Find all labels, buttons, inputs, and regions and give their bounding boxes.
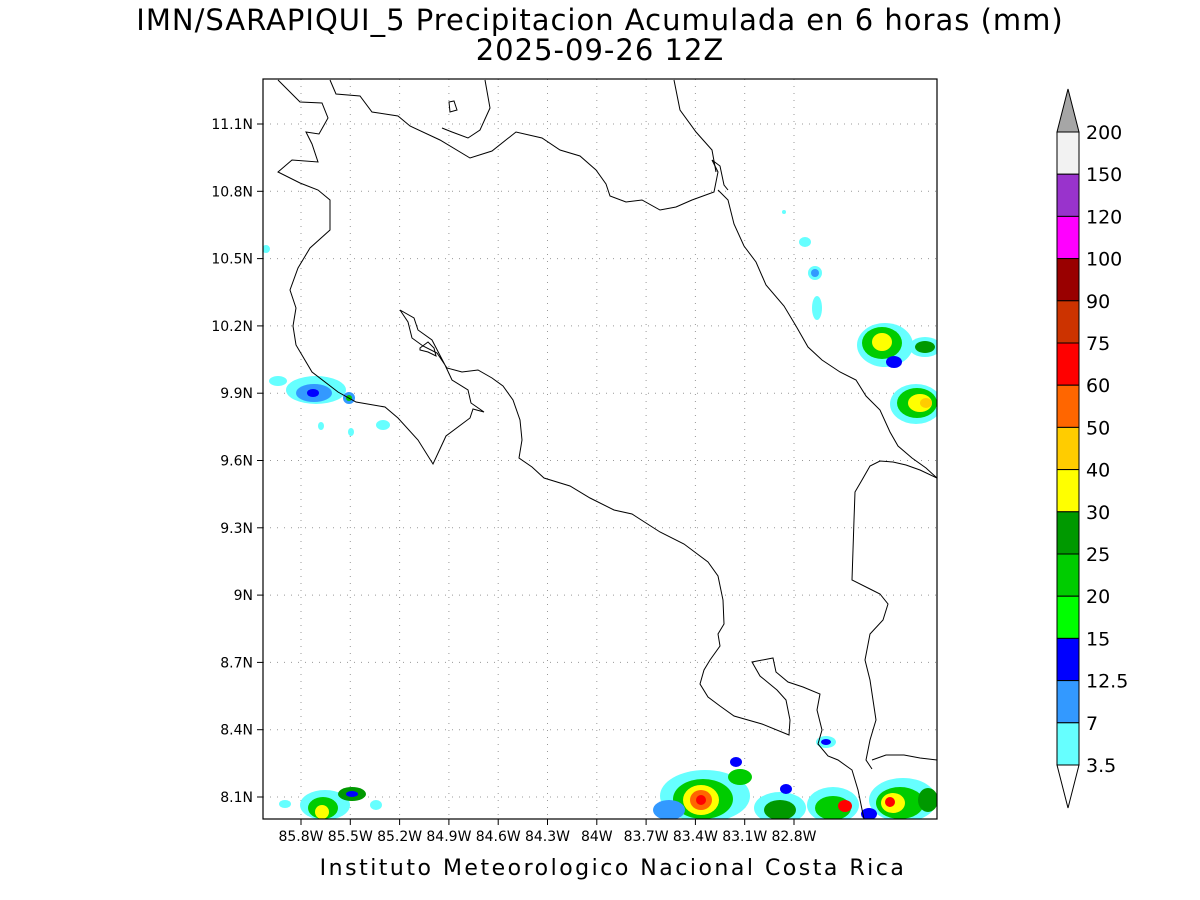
rain-cell <box>376 420 390 430</box>
colorbar-label: 60 <box>1086 375 1110 397</box>
colorbar-label: 20 <box>1086 586 1110 608</box>
lat-label: 8.4N <box>220 723 253 739</box>
rain-cell <box>812 296 822 320</box>
lat-label: 9.9N <box>220 386 253 402</box>
colorbar-label: 100 <box>1086 249 1122 271</box>
rain-cell <box>782 210 786 214</box>
rain-cell <box>915 341 935 353</box>
rain-cell <box>279 800 291 808</box>
rain-cell <box>799 237 811 247</box>
colorbar-label: 75 <box>1086 333 1110 355</box>
colorbar-segment <box>1056 173 1080 217</box>
colorbar-label: 30 <box>1086 502 1110 524</box>
colorbar-segment <box>1056 300 1080 344</box>
colorbar-segment <box>1056 384 1080 428</box>
rain-cell <box>918 788 937 812</box>
lat-label: 11.1N <box>211 117 253 133</box>
rain-cell <box>346 791 358 797</box>
colorbar-segment <box>1056 215 1080 260</box>
rain-cell <box>764 800 796 819</box>
colorbar-segment <box>1056 680 1080 724</box>
rain-cell <box>821 739 831 745</box>
colorbar-label: 90 <box>1086 291 1110 313</box>
rain-cell <box>728 769 752 785</box>
lon-label: 84.9W <box>426 829 471 845</box>
colorbar-segment <box>1056 637 1080 682</box>
lon-label: 83.7W <box>624 829 669 845</box>
colorbar-segment <box>1056 595 1080 639</box>
map-title: IMN/SARAPIQUI_5 Precipitacion Acumulada … <box>136 3 1064 37</box>
colorbar-over-triangle <box>1056 88 1080 133</box>
colorbar-segment <box>1056 722 1080 766</box>
colorbar-label: 25 <box>1086 544 1110 566</box>
colorbar-label: 3.5 <box>1086 755 1116 777</box>
rain-cell <box>696 795 706 805</box>
colorbar-segment <box>1056 469 1080 513</box>
colorbar: 3.5 7 12.5 15 20 25 30 40 50 60 75 90 100 120 150 200 <box>1056 88 1128 809</box>
colorbar-segment <box>1056 131 1080 175</box>
lon-label: 84.6W <box>476 829 521 845</box>
colorbar-label: 15 <box>1086 628 1110 650</box>
lon-label: 85.5W <box>328 829 373 845</box>
rain-cell <box>811 269 819 277</box>
lat-label: 10.2N <box>211 319 253 335</box>
colorbar-label: 40 <box>1086 460 1110 482</box>
rain-cell <box>730 757 742 767</box>
lat-label: 9N <box>234 588 253 604</box>
colorbar-under-triangle <box>1056 764 1080 809</box>
colorbar-segment <box>1056 511 1080 555</box>
rain-cell <box>348 428 354 436</box>
lon-label: 83.4W <box>673 829 718 845</box>
lat-label: 8.1N <box>220 790 253 806</box>
colorbar-segment <box>1056 342 1080 386</box>
lon-label: 82.8W <box>771 829 816 845</box>
rain-cell <box>307 389 319 397</box>
rain-cell <box>318 422 324 430</box>
colorbar-label: 150 <box>1086 164 1122 186</box>
map-subtitle-datetime: 2025-09-26 12Z <box>475 33 725 67</box>
lat-label: 10.5N <box>211 252 253 268</box>
lat-label: 9.6N <box>220 454 253 470</box>
rain-cell <box>370 800 382 810</box>
colorbar-label: 200 <box>1086 122 1122 144</box>
rain-cell <box>653 800 685 819</box>
rain-cell <box>886 356 902 368</box>
colorbar-label: 12.5 <box>1086 671 1128 693</box>
lon-label: 85.8W <box>278 829 323 845</box>
lat-label: 8.7N <box>220 655 253 671</box>
footer-credit: Instituto Meteorologico Nacional Costa R… <box>319 856 907 881</box>
lat-label: 9.3N <box>220 521 253 537</box>
precipitation-field <box>263 210 937 819</box>
lat-label: 10.8N <box>211 184 253 200</box>
rain-cell <box>838 800 852 812</box>
rain-cell <box>861 808 877 819</box>
graticule <box>263 79 937 819</box>
map-frame <box>262 78 938 820</box>
rain-cell <box>780 784 792 794</box>
coastlines-borders <box>277 79 937 819</box>
lon-label: 84.3W <box>525 829 570 845</box>
rain-cell <box>920 398 932 408</box>
colorbar-segment <box>1056 426 1080 471</box>
latitude-labels: 11.1N 10.8N 10.5N 10.2N 9.9N 9.6N 9.3N 9N 8.7N 8.… <box>211 117 263 806</box>
lon-label: 83.1W <box>722 829 767 845</box>
rain-cell <box>269 376 287 386</box>
longitude-labels: 85.8W 85.5W 85.2W 84.9W 84.6W 84.3W 84W 83.7W 83… <box>278 819 817 845</box>
colorbar-segment <box>1056 258 1080 302</box>
colorbar-label: 50 <box>1086 417 1110 439</box>
rain-cell <box>872 333 892 351</box>
lon-label: 85.2W <box>377 829 422 845</box>
rain-cell <box>315 805 329 819</box>
colorbar-label: 120 <box>1086 206 1122 228</box>
rain-cell <box>885 797 895 807</box>
colorbar-label: 7 <box>1086 713 1098 735</box>
colorbar-segment <box>1056 553 1080 597</box>
rain-cell <box>263 245 270 253</box>
lon-label: 84W <box>581 829 613 845</box>
